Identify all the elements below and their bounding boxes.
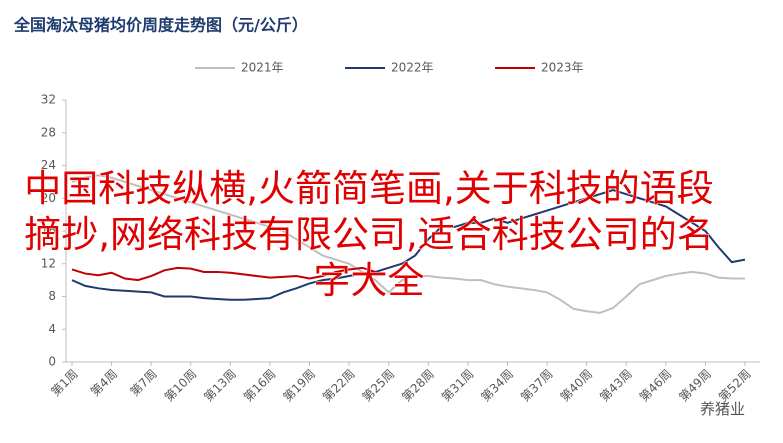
x-tick-label: 第13周 <box>201 367 239 405</box>
x-tick-label: 第43周 <box>597 367 635 405</box>
x-tick-label: 第22周 <box>320 367 358 405</box>
x-tick-label: 第25周 <box>360 367 398 405</box>
x-tick-label: 第34周 <box>478 367 516 405</box>
y-tick-label: 28 <box>41 125 56 139</box>
chart-title: 全国淘汰母猪均价周度走势图（元/公斤） <box>13 16 308 35</box>
x-tick-label: 第1周 <box>48 367 80 399</box>
series-line <box>71 266 376 282</box>
legend-label: 2021年 <box>241 61 284 75</box>
x-tick-label: 第19周 <box>280 367 318 405</box>
overlay-text: 中国科技纵横,火箭简笔画,关于科技的语段摘抄,网络科技有限公司,适合科技公司的名… <box>24 167 715 303</box>
legend-label: 2023年 <box>541 61 584 75</box>
y-tick-label: 32 <box>41 93 56 107</box>
series-line <box>71 174 745 314</box>
y-tick-label: 12 <box>41 256 56 270</box>
legend-label: 2022年 <box>391 61 434 75</box>
series-line <box>71 189 746 301</box>
x-tick-label: 第28周 <box>399 367 437 405</box>
y-tick-label: 4 <box>48 322 56 336</box>
y-tick-label: 8 <box>48 289 56 303</box>
x-tick-label: 第40周 <box>558 367 596 405</box>
y-tick-label: 0 <box>48 355 56 369</box>
x-tick-label: 第46周 <box>637 367 675 405</box>
x-tick-label: 第7周 <box>127 367 159 399</box>
x-tick-label: 第16周 <box>241 367 279 405</box>
y-tick-label: 20 <box>41 191 56 205</box>
x-tick-label: 第37周 <box>518 367 556 405</box>
x-tick-label: 第31周 <box>439 367 477 405</box>
x-tick-label: 第10周 <box>162 367 200 405</box>
y-tick-label: 24 <box>41 158 56 172</box>
watermark: 养猪业 <box>700 400 746 418</box>
x-tick-label: 第4周 <box>88 367 120 399</box>
y-tick-label: 16 <box>41 224 56 238</box>
